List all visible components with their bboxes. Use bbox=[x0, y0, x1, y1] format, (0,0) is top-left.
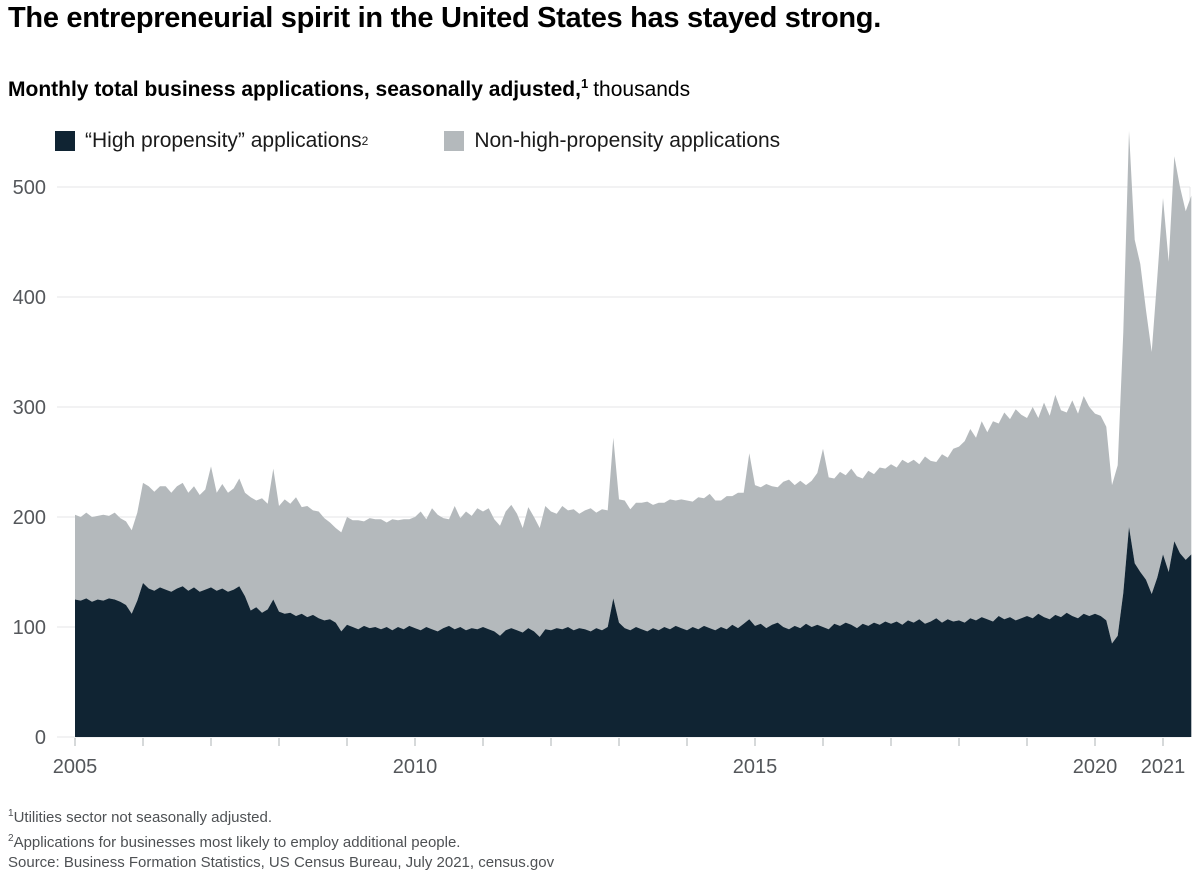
footnote-2-text: Applications for businesses most likely … bbox=[13, 833, 461, 851]
footnote-1-marker: 1 bbox=[8, 808, 14, 819]
x-tick-label: 2005 bbox=[53, 756, 98, 778]
chart-title: The entrepreneurial spirit in the United… bbox=[8, 2, 881, 34]
chart-subtitle-bold: Monthly total business applications, sea… bbox=[8, 78, 581, 101]
footnote-2: 2Applications for businesses most likely… bbox=[8, 829, 554, 854]
x-tick-label: 2010 bbox=[393, 756, 438, 778]
legend-footnote-marker: 2 bbox=[361, 134, 369, 148]
chart-subtitle: Monthly total business applications, sea… bbox=[8, 76, 690, 102]
chart-subtitle-unit: thousands bbox=[593, 78, 691, 101]
legend: “High propensity” applications 2 Non-high… bbox=[55, 129, 780, 153]
footnote-1-text: Utilities sector not seasonally adjusted… bbox=[13, 809, 273, 826]
legend-item-non-high-propensity: Non-high-propensity applications bbox=[444, 129, 780, 153]
footnote-2-marker: 2 bbox=[8, 832, 14, 844]
y-tick-label: 300 bbox=[13, 397, 46, 419]
source-text: Source: Business Formation Statistics, U… bbox=[8, 854, 555, 871]
chart-subtitle-footnote-marker: 1 bbox=[580, 76, 589, 91]
legend-item-high-propensity: “High propensity” applications 2 bbox=[55, 129, 368, 153]
area-high-propensity bbox=[75, 526, 1192, 737]
non-high-propensity-swatch-icon bbox=[444, 131, 465, 151]
legend-label-non-high-propensity: Non-high-propensity applications bbox=[474, 129, 781, 152]
y-tick-label: 200 bbox=[13, 507, 46, 529]
y-tick-label: 100 bbox=[13, 617, 46, 639]
area-non-high-propensity bbox=[75, 130, 1192, 644]
legend-label-high-propensity: “High propensity” applications bbox=[85, 129, 362, 152]
y-tick-label: 400 bbox=[13, 287, 46, 309]
x-tick-label: 2020 bbox=[1073, 756, 1118, 778]
high-propensity-swatch-icon bbox=[55, 131, 75, 151]
source-line: Source: Business Formation Statistics, U… bbox=[8, 853, 554, 874]
y-tick-label: 0 bbox=[35, 727, 46, 749]
footnotes: 1Utilities sector not seasonally adjuste… bbox=[8, 804, 554, 874]
y-tick-label: 500 bbox=[13, 177, 46, 199]
x-tick-label: 2015 bbox=[733, 756, 778, 778]
x-tick-label: 2021 bbox=[1141, 756, 1186, 778]
footnote-1: 1Utilities sector not seasonally adjuste… bbox=[8, 804, 554, 829]
